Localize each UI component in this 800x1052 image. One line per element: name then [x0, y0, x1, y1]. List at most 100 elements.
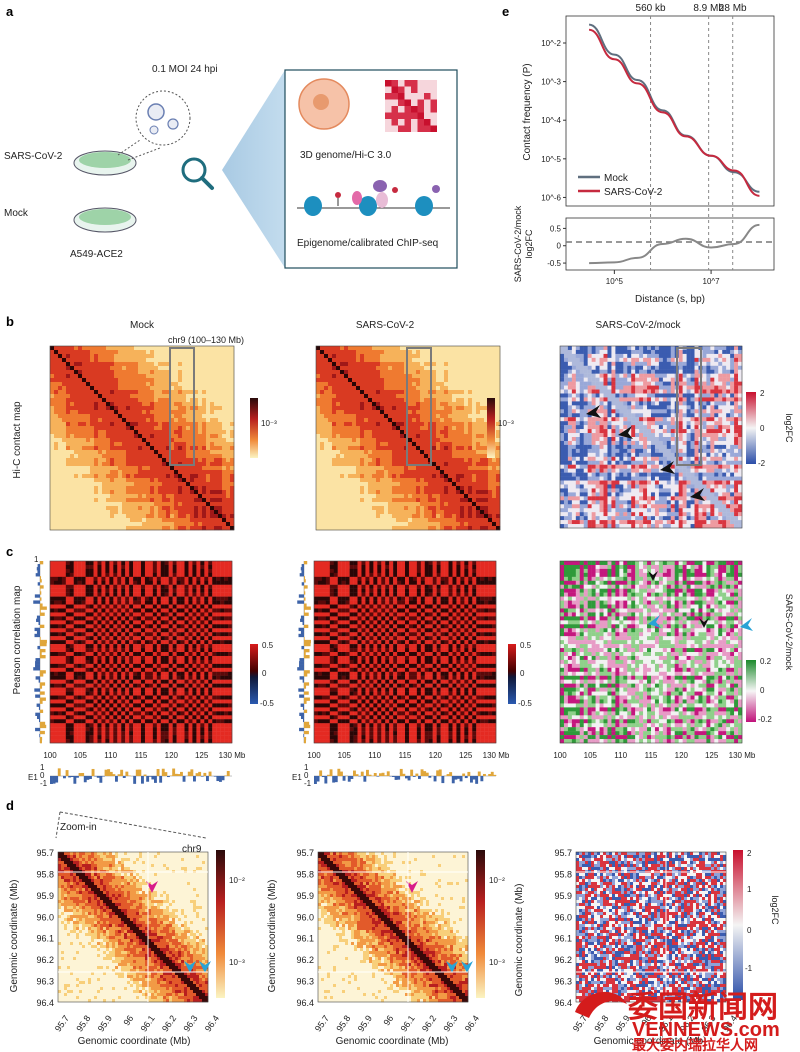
watermark-url: VENNEWS.com	[632, 1019, 780, 1041]
d-x-tick: 96.3	[181, 1013, 199, 1033]
pearson-row-label: Pearson correlation map	[12, 585, 23, 694]
e1-tick: -1	[40, 779, 48, 788]
d-x-tick: 96	[121, 1013, 135, 1027]
hic-map-sars	[315, 345, 501, 531]
d-x-tick: 96.2	[160, 1013, 178, 1033]
corr-tick: -0.5	[518, 699, 532, 708]
colorbar-d-sars	[476, 850, 485, 998]
chr-label-1: chr9	[182, 844, 202, 855]
d-x-tick: 95.8	[334, 1013, 352, 1033]
panel-label-d: d	[6, 798, 14, 813]
d-y-tick: 95.8	[36, 869, 54, 879]
zoom-map-ratio	[575, 851, 727, 1003]
panel-label-b: b	[6, 314, 14, 329]
d-x-tick: 96.4	[463, 1013, 481, 1033]
fc-tick: 0	[760, 424, 765, 433]
c-x-tick: 110	[104, 751, 117, 760]
fc-tick-label: 0.5	[550, 224, 562, 233]
watermark: 委国新闻网 VENNEWS.com 最大委内瑞拉华人网	[575, 991, 780, 1052]
arrowheads-d-magenta	[146, 881, 418, 893]
c-x-tick: 130 Mb	[729, 751, 756, 760]
d-fc-tick: 0	[747, 926, 752, 935]
d-fc-tick: -1	[745, 964, 753, 973]
e1-label: E1	[28, 773, 38, 782]
d-cbar-tick: 10⁻²	[229, 876, 245, 885]
corr-tick: 0.5	[520, 641, 532, 650]
e1-label: E1	[292, 773, 302, 782]
d-x-tick: 95.7	[313, 1013, 331, 1033]
c-x-tick: 125	[705, 751, 719, 760]
d-x-tick: 95.9	[96, 1013, 114, 1033]
cbar-mock-tick: 10⁻³	[261, 419, 277, 428]
d-y-tick: 95.8	[554, 869, 572, 879]
d-y-tick: 95.9	[296, 891, 314, 901]
pearson-map-mock	[49, 560, 233, 744]
colorbar-d-mock	[216, 850, 225, 998]
panel-c-pearson: Pearson correlation map 0.5 0 -0.5 0.5 0…	[12, 555, 794, 788]
hic-row-label: Hi-C contact map	[12, 401, 23, 479]
e1-tick: -1	[304, 779, 312, 788]
d-cbar-tick: 10⁻²	[489, 876, 505, 885]
d-ylabel-2: Genomic coordinate (Mb)	[267, 880, 278, 993]
d-x-tick: 96	[381, 1013, 395, 1027]
x-axis-label: Distance (s, bp)	[635, 294, 705, 305]
mock-label: Mock	[4, 208, 29, 219]
d-y-tick: 96.2	[36, 955, 54, 965]
d-x-tick: 96.2	[420, 1013, 438, 1033]
pearson-map-sars	[313, 560, 497, 744]
d-y-tick: 95.7	[36, 848, 54, 858]
fc-axis-label: SARS-CoV-2/mock	[513, 205, 523, 282]
d-y-tick: 95.9	[554, 891, 572, 901]
d-y-tick: 96.1	[554, 934, 572, 944]
magnifier-icon	[181, 157, 207, 183]
cbar-sars-tick: 10⁻³	[498, 419, 514, 428]
c-x-tick: 130 Mb	[483, 751, 510, 760]
c-x-tick: 100	[553, 751, 567, 760]
distance-marker-label: 8.9 Mb	[693, 3, 724, 14]
d-y-tick: 96.0	[554, 912, 572, 922]
e1-tick: 1	[40, 763, 45, 772]
colorbar-sars	[487, 398, 495, 458]
d-y-tick: 96.3	[554, 977, 572, 987]
arrowheads-d-blue	[184, 961, 473, 973]
distance-marker-label: 28 Mb	[719, 3, 747, 14]
d-ylabel-1: Genomic coordinate (Mb)	[9, 880, 20, 993]
x-tick-label: 10^7	[703, 277, 721, 286]
hic-method-label: 3D genome/Hi-C 3.0	[300, 150, 392, 161]
ratio-tick: 0	[760, 686, 765, 695]
panel-d-zoom: Zoom-in chr9 chr9 95.795.895.996.096.196…	[9, 811, 780, 1047]
d-x-tick: 96.3	[441, 1013, 459, 1033]
d-ylabel-3: Genomic coordinate (Mb)	[514, 884, 525, 997]
d-x-tick: 96.1	[139, 1013, 157, 1033]
panel-a-schematic: 0.1 MOI 24 hpi SARS-CoV-2 Mock A549-ACE2…	[4, 64, 458, 269]
corr-tick: -0.5	[260, 699, 274, 708]
fc-label: log2FC	[784, 413, 794, 443]
d-xlabel-1: Genomic coordinate (Mb)	[78, 1036, 191, 1047]
fc-tick: -2	[758, 459, 766, 468]
c-x-tick: 105	[74, 751, 88, 760]
watermark-logo-icon	[575, 991, 627, 1018]
panel-label-e: e	[502, 4, 509, 19]
d-x-tick: 95.9	[356, 1013, 374, 1033]
c-x-tick: 110	[368, 751, 381, 760]
legend-sars: SARS-CoV-2	[604, 187, 663, 198]
e1-tick: 1	[304, 763, 309, 772]
region-box-mock	[169, 347, 195, 466]
fc-axis-label-2: log2FC	[524, 229, 534, 259]
ratio-label-c: SARS-CoV-2/mock	[784, 594, 794, 671]
y-axis-label: Contact frequency (P)	[522, 63, 533, 160]
zoom-label: Zoom-in	[60, 822, 97, 833]
colorbar-corr-mock	[250, 644, 258, 704]
c-x-tick: 125	[195, 751, 209, 760]
d-y-tick: 96.4	[554, 998, 572, 1008]
d-y-tick: 96.0	[36, 912, 54, 922]
region-label: chr9 (100–130 Mb)	[168, 335, 244, 345]
d-y-tick: 95.7	[296, 848, 314, 858]
track-top-tick: 1	[34, 555, 39, 564]
d-fc-tick: 2	[747, 849, 752, 858]
colorbar-mock	[250, 398, 258, 458]
ratio-tick: -0.2	[758, 715, 772, 724]
d-x-tick: 95.8	[74, 1013, 92, 1033]
